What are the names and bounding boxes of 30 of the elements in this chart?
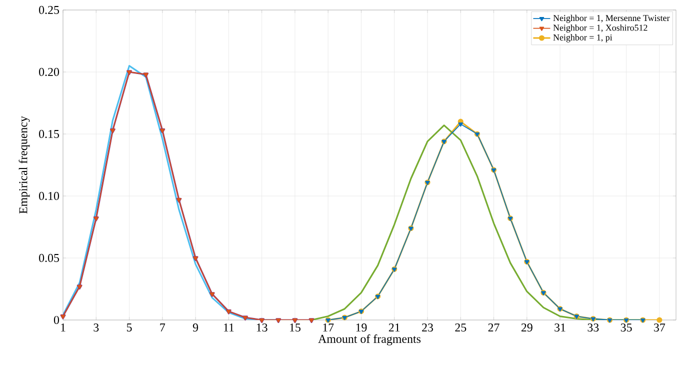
y-tick-label: 0.05 (39, 254, 60, 262)
x-tick-label: 5 (126, 324, 132, 332)
x-tick-label: 9 (192, 324, 198, 332)
x-tick-label: 15 (290, 324, 300, 332)
x-tick-label: 1 (61, 324, 66, 332)
legend-label: Neighbor = 1, Xoshiro512 (553, 24, 648, 33)
legend-label: Neighbor = 1, pi (553, 34, 612, 42)
y-axis-title: Empirical frequency (18, 116, 30, 214)
x-tick-label: 37 (654, 324, 666, 332)
y-tick-label: 0.20 (39, 68, 60, 76)
legend-label: Neighbor = 1, Mersenne Twister (553, 14, 670, 23)
y-tick-label: 0.10 (39, 192, 60, 200)
x-tick-label: 31 (554, 324, 566, 332)
x-tick-label: 33 (588, 324, 599, 332)
x-tick-label: 13 (256, 324, 268, 332)
x-tick-label: 25 (455, 324, 466, 332)
x-tick-label: 29 (521, 324, 532, 332)
x-axis-title: Amount of fragments (318, 334, 421, 346)
x-tick-label: 17 (323, 324, 334, 332)
x-tick-label: 3 (94, 324, 99, 332)
x-tick-label: 35 (620, 324, 632, 332)
y-tick-label: 0.25 (39, 6, 60, 14)
x-tick-label: 23 (422, 324, 434, 332)
x-tick-label: 7 (160, 324, 166, 332)
x-tick-label: 27 (488, 324, 500, 332)
x-tick-label: 19 (356, 324, 367, 332)
y-tick-label: 0.15 (39, 130, 60, 138)
x-tick-label: 21 (388, 324, 400, 332)
y-tick-label: 0 (54, 316, 60, 324)
x-tick-label: 11 (224, 324, 234, 332)
